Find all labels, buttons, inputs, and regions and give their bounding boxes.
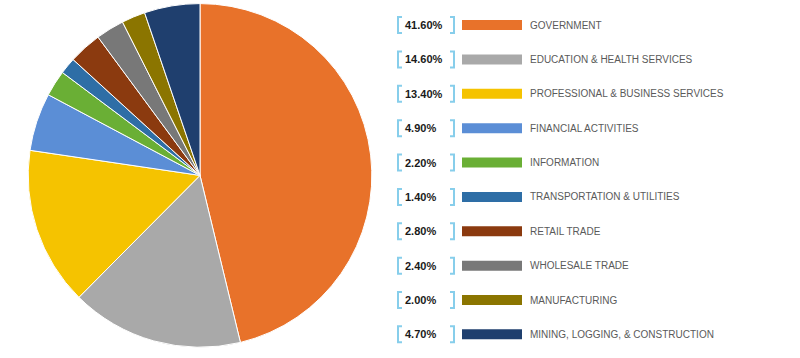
svg-text:2.20%: 2.20% <box>405 157 436 169</box>
svg-text:PROFESSIONAL & BUSINESS SERVIC: PROFESSIONAL & BUSINESS SERVICES <box>530 88 724 99</box>
svg-text:2.40%: 2.40% <box>405 260 436 272</box>
svg-text:FINANCIAL ACTIVITIES: FINANCIAL ACTIVITIES <box>530 123 639 134</box>
svg-text:4.90%: 4.90% <box>405 122 436 134</box>
svg-text:EDUCATION & HEALTH SERVICES: EDUCATION & HEALTH SERVICES <box>530 54 693 65</box>
svg-text:41.60%: 41.60% <box>405 19 443 31</box>
svg-text:INFORMATION: INFORMATION <box>530 157 599 168</box>
svg-text:WHOLESALE TRADE: WHOLESALE TRADE <box>530 260 629 271</box>
svg-text:GOVERNMENT: GOVERNMENT <box>530 20 602 31</box>
svg-text:MINING, LOGGING, & CONSTRUCTIO: MINING, LOGGING, & CONSTRUCTION <box>530 329 714 340</box>
svg-text:MANUFACTURING: MANUFACTURING <box>530 295 617 306</box>
svg-text:14.60%: 14.60% <box>405 53 443 65</box>
svg-text:13.40%: 13.40% <box>405 88 443 100</box>
svg-text:RETAIL TRADE: RETAIL TRADE <box>530 226 601 237</box>
svg-text:TRANSPORTATION & UTILITIES: TRANSPORTATION & UTILITIES <box>530 191 680 202</box>
svg-text:4.70%: 4.70% <box>405 328 436 340</box>
svg-text:1.40%: 1.40% <box>405 191 436 203</box>
svg-text:2.80%: 2.80% <box>405 225 436 237</box>
svg-text:2.00%: 2.00% <box>405 294 436 306</box>
